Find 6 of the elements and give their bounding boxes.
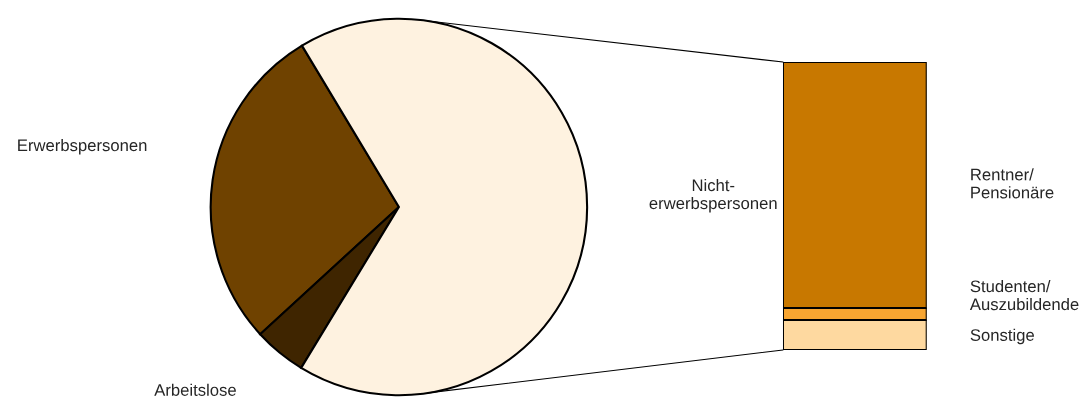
slice-label: Arbeitslose [154,383,236,396]
text: Rentner/ Pensionäre [971,168,1054,199]
slice-label: Erwerbspersonen [18,138,147,155]
text: Sonstige [970,328,1034,345]
text: Studenten/ Auszubildende [969,279,1079,311]
slice-label: Nicht- erwerbspersonen [649,178,777,213]
